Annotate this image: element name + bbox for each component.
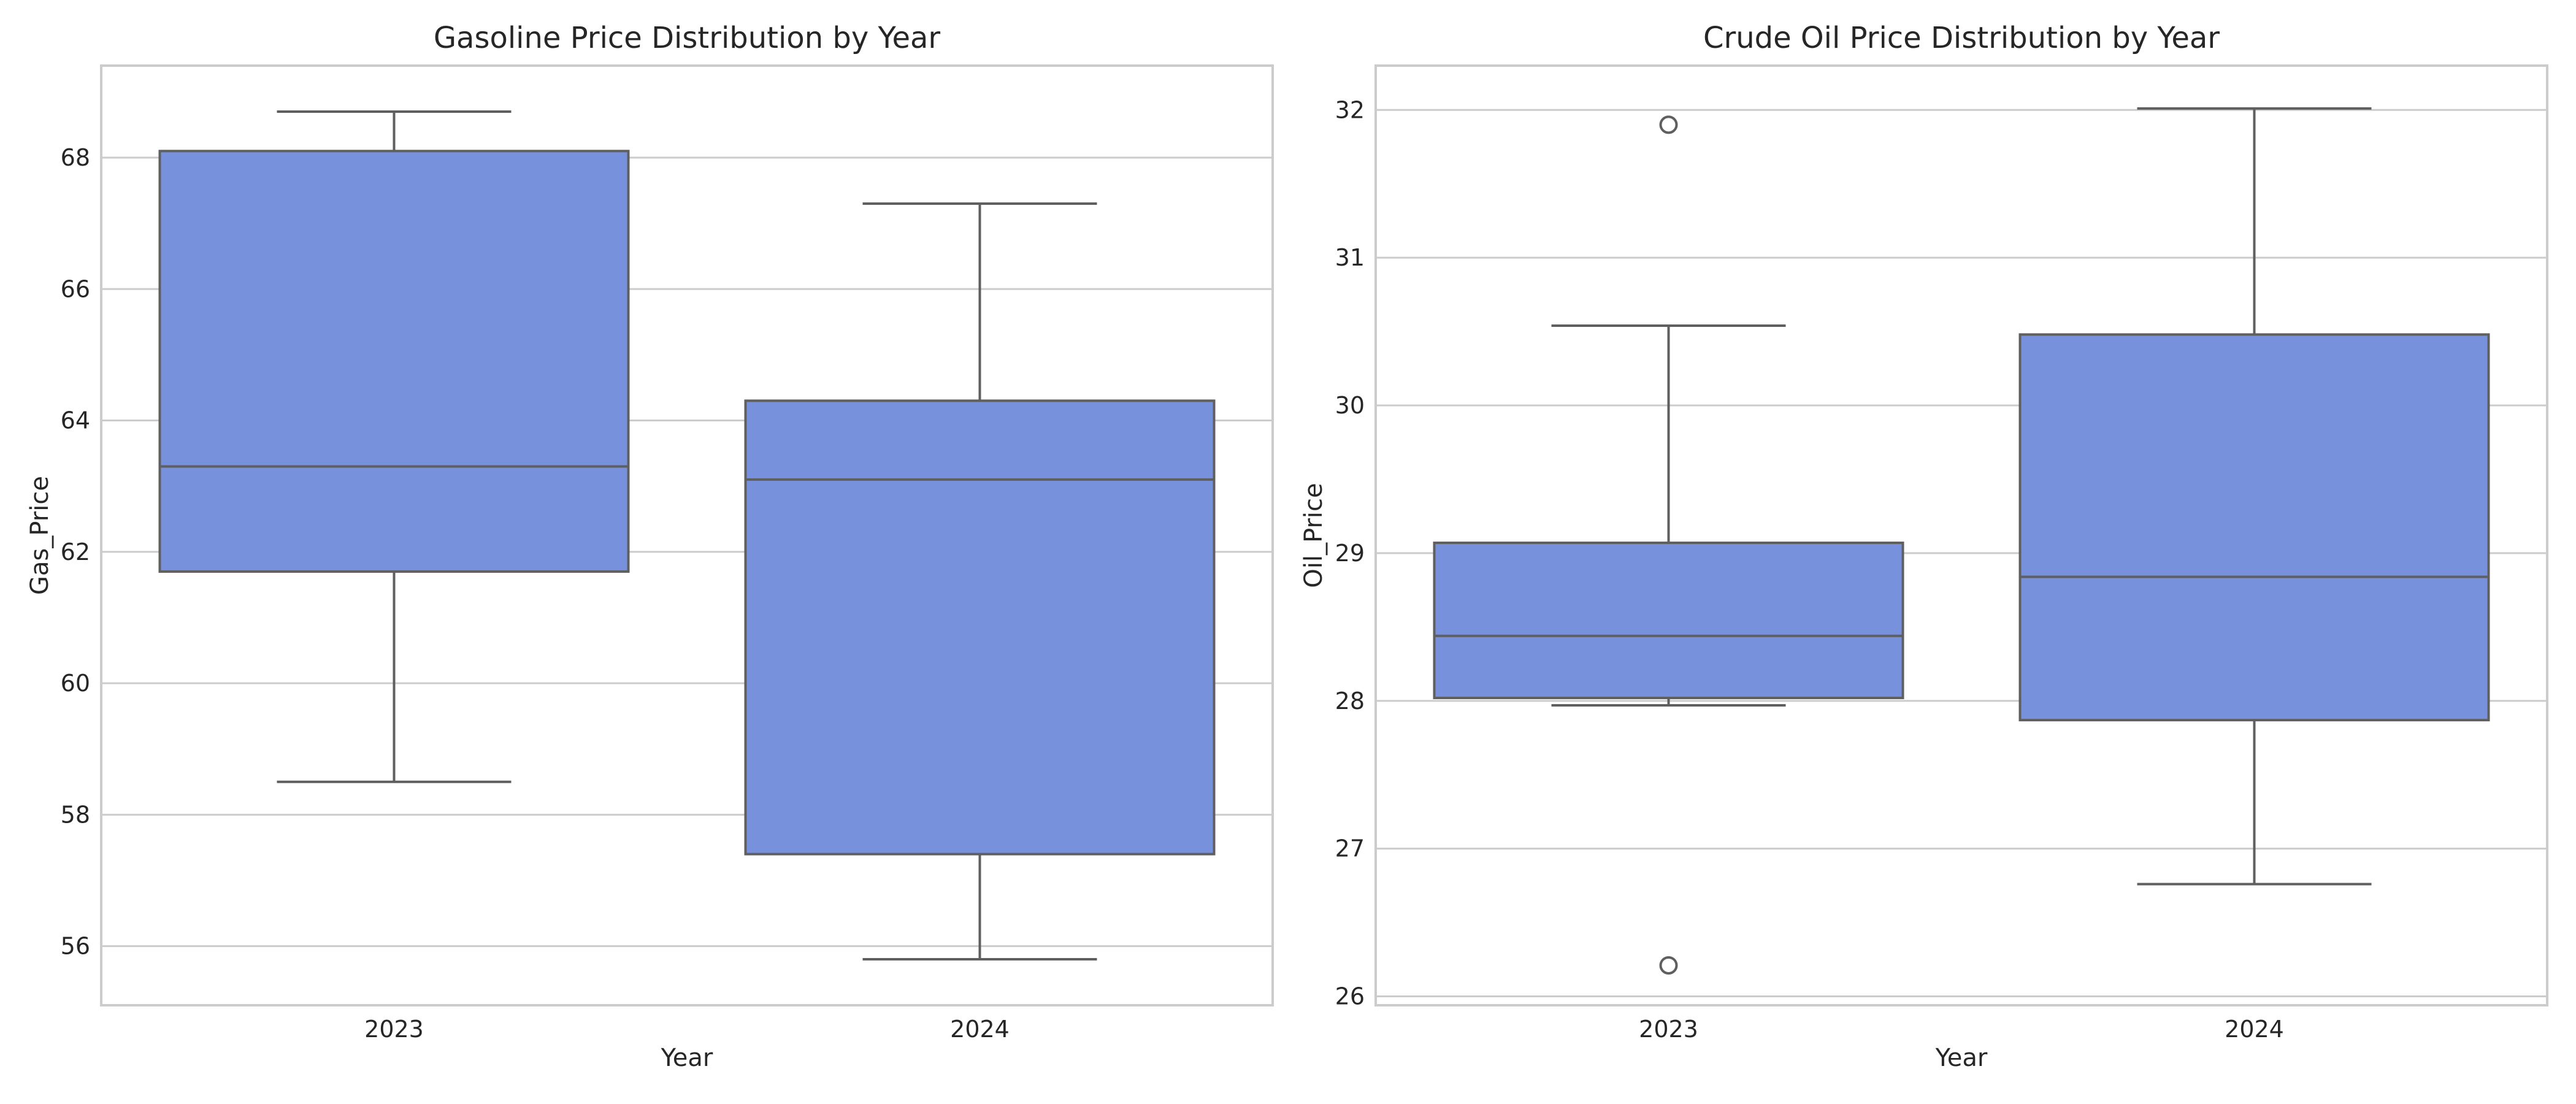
crude-oil-y-tick-31: 31 [1335, 244, 1365, 271]
gasoline-y-tick-64: 64 [61, 407, 90, 434]
crude-oil-y-tick-labels: 26 27 28 29 30 31 32 [1335, 96, 1365, 1010]
crude-oil-x-tick-labels: 2023 2024 [1639, 1016, 2284, 1043]
gasoline-x-axis-label: Year [661, 1044, 713, 1072]
crude-oil-x-tick-2023: 2023 [1639, 1016, 1698, 1043]
gasoline-y-tick-58: 58 [61, 801, 90, 828]
gasoline-y-tick-60: 60 [61, 670, 90, 697]
crude-oil-2024-box-group [2018, 107, 2490, 886]
crude-oil-x-tick-2024: 2024 [2225, 1016, 2284, 1043]
crude-oil-2023-outlier-1 [1659, 956, 1678, 975]
crude-oil-2024-iqr-box [2018, 333, 2490, 722]
crude-oil-boxes [1433, 107, 2490, 975]
gasoline-2023-iqr-box [158, 150, 630, 573]
crude-oil-y-axis-label: Oil_Price [1300, 483, 1328, 588]
gasoline-y-tick-labels: 56 58 60 62 64 66 68 [61, 144, 90, 960]
crude-oil-y-tick-28: 28 [1335, 688, 1365, 715]
gasoline-plot-frame [100, 64, 1274, 1006]
crude-oil-y-tick-30: 30 [1335, 392, 1365, 419]
gasoline-x-tick-2023: 2023 [364, 1016, 424, 1043]
gasoline-y-tick-56: 56 [61, 933, 90, 960]
gasoline-y-axis-label: Gas_Price [26, 476, 54, 595]
gasoline-2024-box-group [744, 202, 1216, 961]
gasoline-x-tick-labels: 2023 2024 [364, 1016, 1010, 1043]
gasoline-2023-box-group [158, 110, 630, 783]
gasoline-2024-iqr-box [744, 399, 1216, 856]
gasoline-y-tick-66: 66 [61, 275, 90, 302]
gasoline-y-tick-68: 68 [61, 144, 90, 171]
crude-oil-chart-panel: Crude Oil Price Distribution by Year 262… [1300, 21, 2548, 1072]
crude-oil-plot-frame [1374, 64, 2548, 1006]
crude-oil-y-tick-29: 29 [1335, 540, 1365, 567]
crude-oil-chart-title: Crude Oil Price Distribution by Year [1703, 21, 2220, 55]
crude-oil-2023-outlier-0 [1659, 115, 1678, 134]
crude-oil-y-tick-26: 26 [1335, 983, 1365, 1010]
gasoline-boxes [158, 110, 1216, 961]
gasoline-y-tick-62: 62 [61, 539, 90, 565]
crude-oil-2023-box-group [1433, 115, 1904, 975]
crude-oil-x-axis-label: Year [1935, 1044, 1988, 1072]
crude-oil-y-tick-27: 27 [1335, 835, 1365, 862]
gasoline-x-tick-2024: 2024 [950, 1016, 1010, 1043]
crude-oil-2023-iqr-box [1433, 542, 1904, 699]
gasoline-chart-title: Gasoline Price Distribution by Year [434, 21, 941, 55]
gasoline-chart-panel: Gasoline Price Distribution by Year 56 58… [26, 21, 1274, 1072]
crude-oil-y-tick-32: 32 [1335, 96, 1365, 123]
